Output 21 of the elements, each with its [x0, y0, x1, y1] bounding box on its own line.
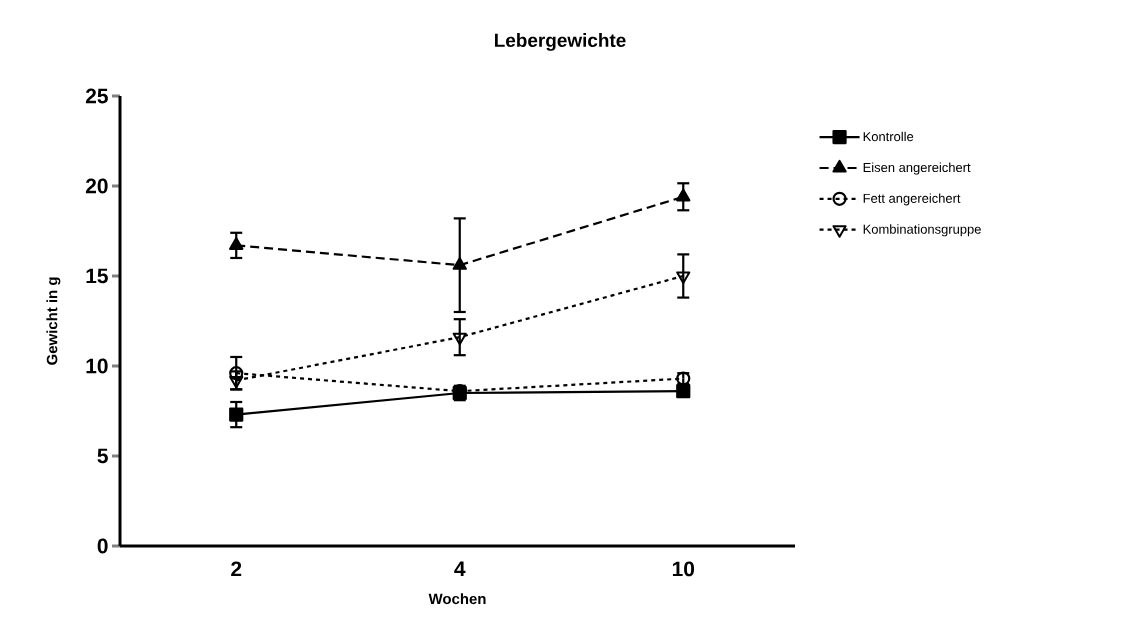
point	[452, 257, 467, 270]
chart-title: Lebergewichte	[495, 33, 626, 51]
legend-label: Eisen angereichert	[863, 162, 971, 175]
y-tick-label: 5	[97, 448, 108, 464]
point	[676, 384, 691, 399]
x-tick-label: 4	[454, 561, 466, 576]
y-tick-label: 0	[97, 538, 108, 554]
y-tick-label: 20	[85, 178, 108, 194]
y-axis-title: Gewicht in g	[46, 277, 61, 365]
y-tick-label: 10	[86, 358, 108, 374]
legend-label: Kombinationsgruppe	[863, 224, 981, 237]
point	[676, 188, 691, 202]
point	[229, 407, 244, 422]
x-axis-title: Wochen	[428, 593, 486, 605]
y-tick-label: 15	[86, 268, 108, 284]
point	[229, 237, 244, 250]
legend-label: Fett angereichert	[863, 193, 961, 206]
x-tick-label: 2	[231, 561, 242, 577]
legend-label: Kontrolle	[863, 131, 914, 142]
x-tick-label: 10	[672, 561, 695, 577]
y-tick-label: 25	[85, 88, 108, 104]
